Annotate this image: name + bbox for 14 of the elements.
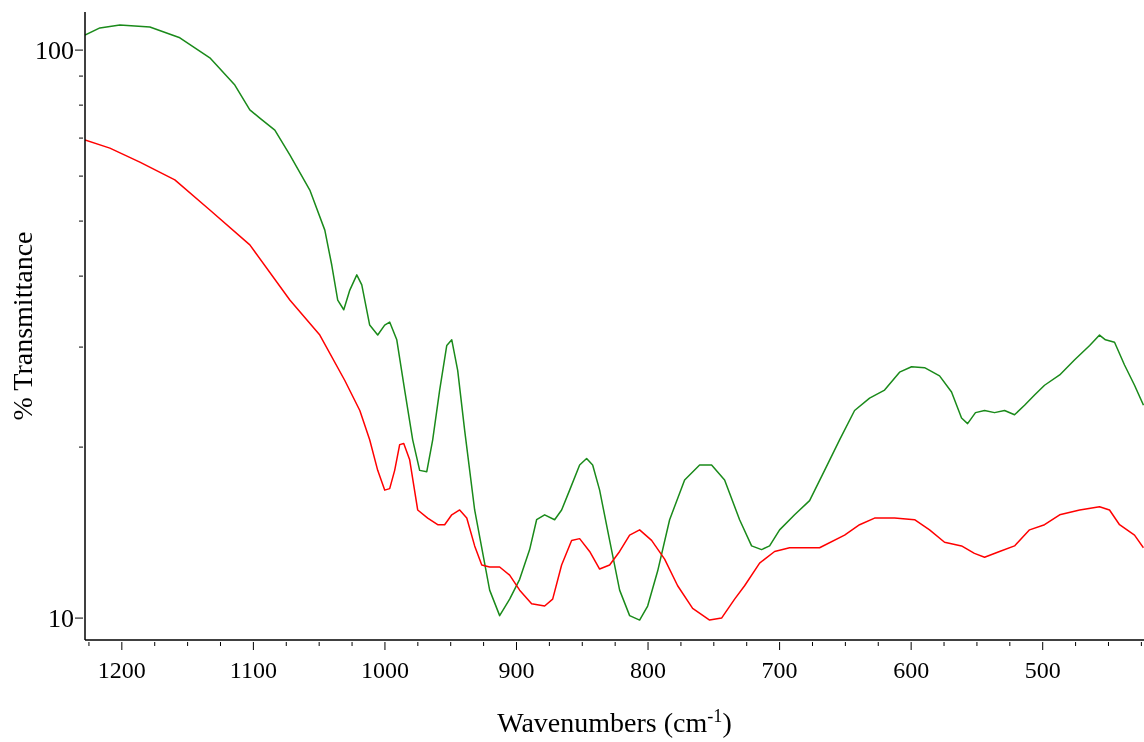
x-tick-label: 1000 xyxy=(360,657,409,683)
x-tick-label: 700 xyxy=(761,657,798,683)
y-axis-title: % Transmittance xyxy=(7,231,38,421)
x-tick-label: 600 xyxy=(893,657,930,683)
x-axis-title: Wavenumbers (cm$^{-1}$) xyxy=(497,706,732,738)
line-series xyxy=(85,139,1144,621)
line-series xyxy=(85,24,1144,621)
x-tick-label: 900 xyxy=(498,657,535,683)
y-tick-label: 100 xyxy=(35,36,74,66)
x-tick-label: 500 xyxy=(1024,657,1061,683)
x-tick-label: 800 xyxy=(630,657,667,683)
x-tick-label: 1200 xyxy=(97,657,146,683)
y-tick-label: 10 xyxy=(48,604,74,634)
x-tick-label: 1100 xyxy=(229,657,277,683)
